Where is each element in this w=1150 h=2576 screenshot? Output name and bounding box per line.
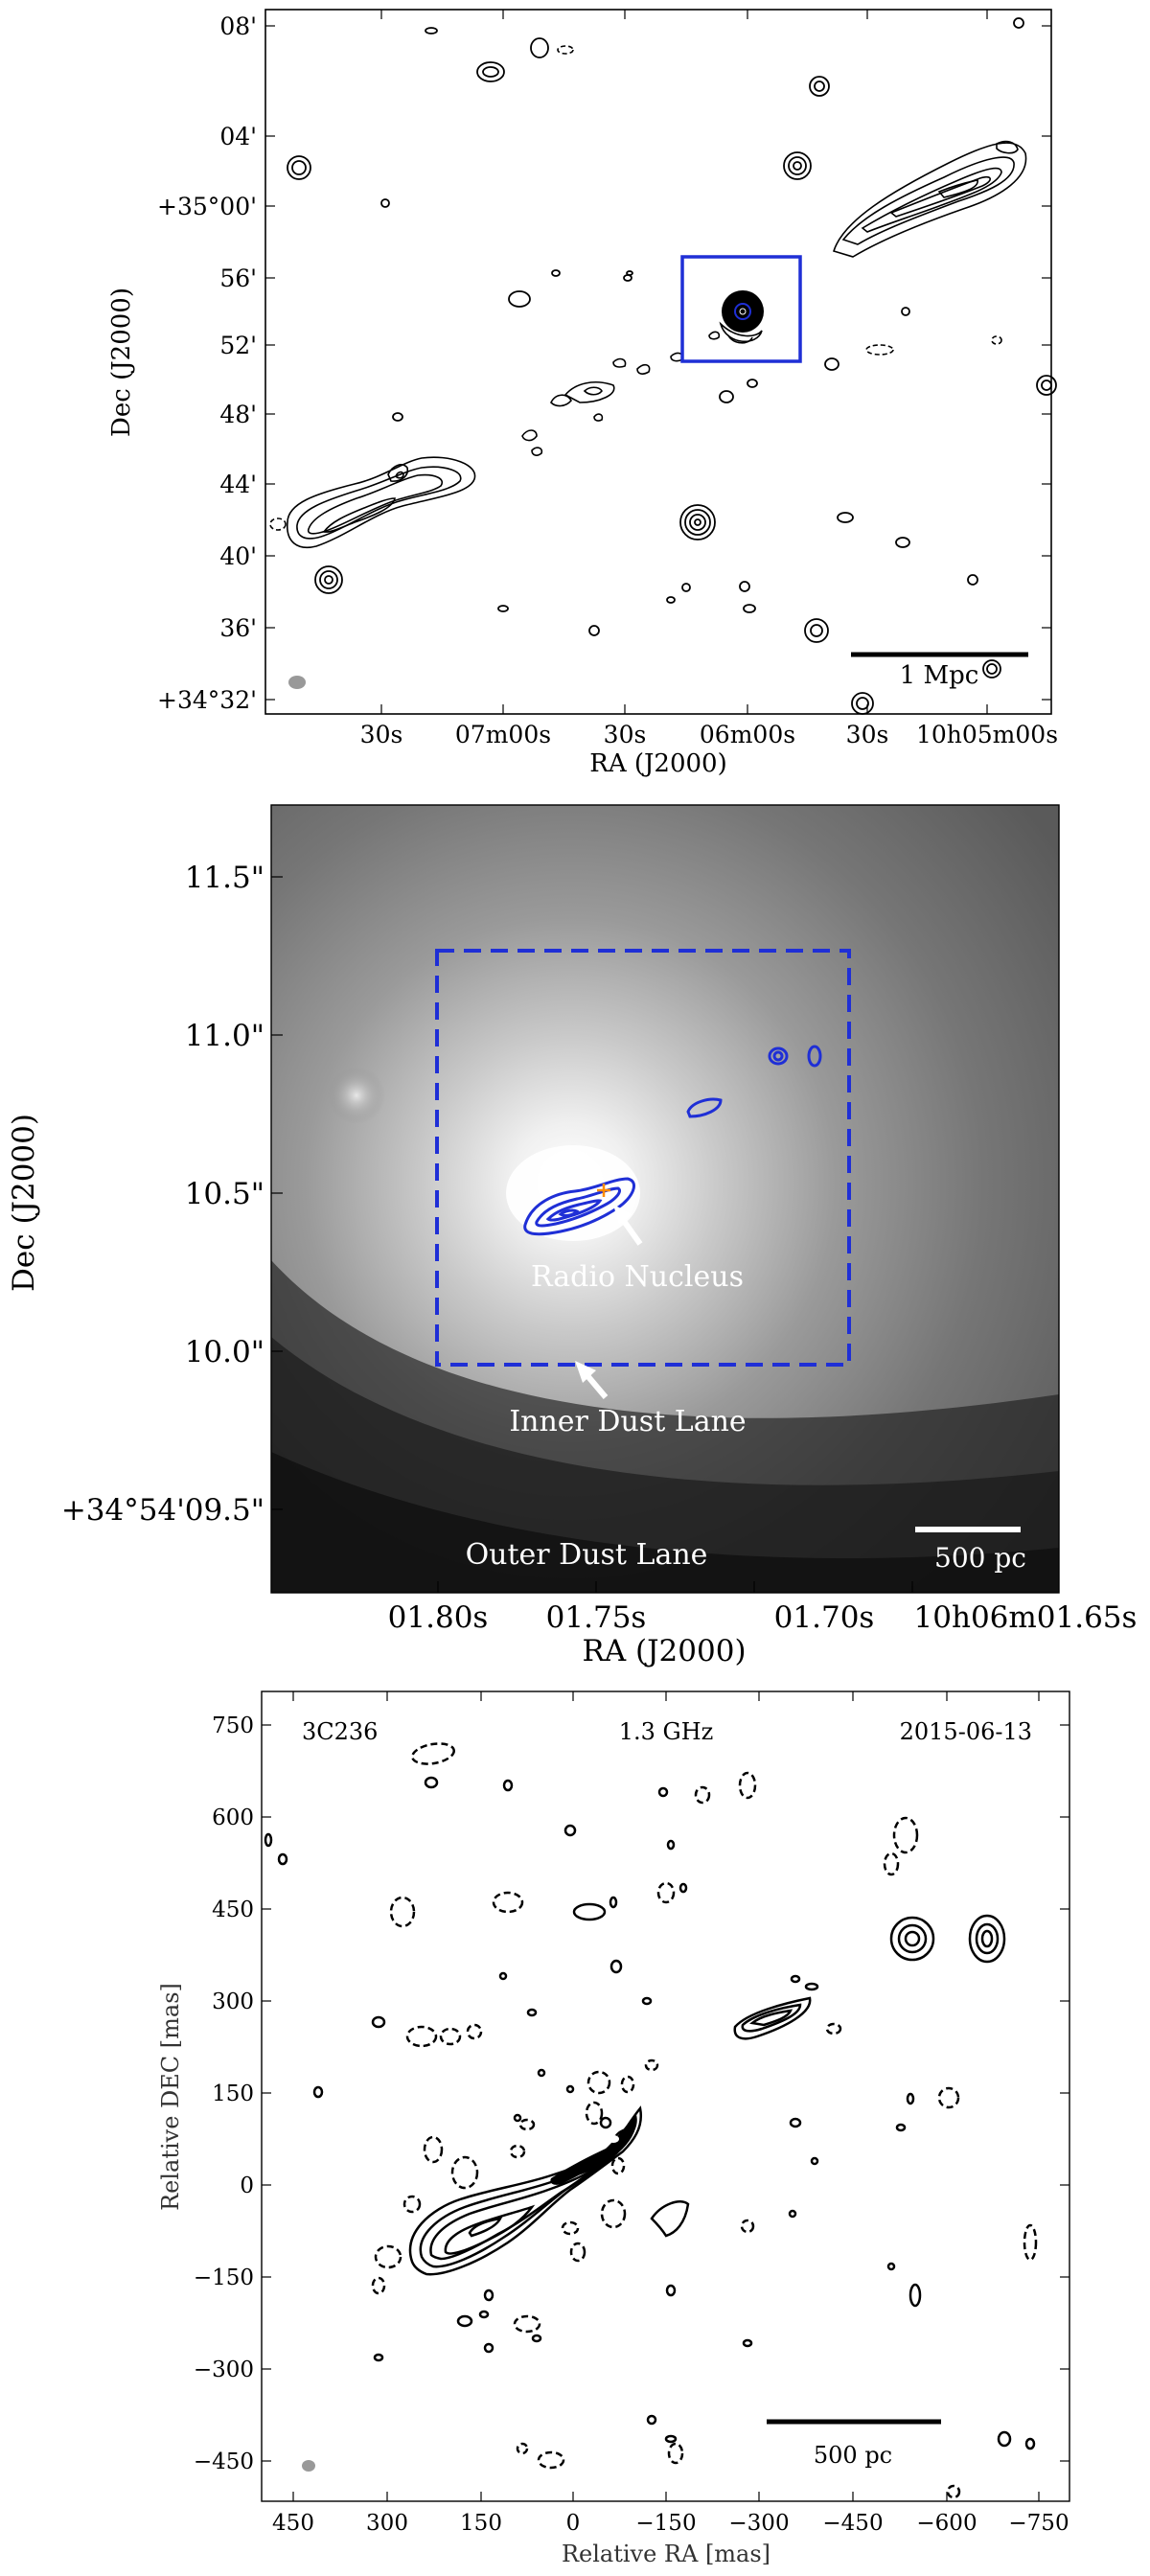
contours-components [264,1776,1036,2450]
radio-core [550,2115,637,2185]
vlbi-contour-map: 750 600 450 300 150 0 −150 −300 −450 450… [157,1690,1070,2567]
y-tick-label: 08' [219,12,257,40]
x-tick-label: 30s [360,721,403,748]
nucleus-marker [597,1184,610,1197]
y-tick-label: 600 [212,1806,254,1830]
contours-point-sources [287,17,1057,715]
x-tick-label: 30s [604,721,647,748]
y-tick-labels: 750 600 450 300 150 0 −150 −300 −450 [194,1714,254,2474]
x-tick-label: 01.75s [546,1600,647,1635]
x-tick-label: 01.70s [774,1600,875,1635]
y-axis-label: Dec (J2000) [107,288,136,437]
x-tick-label: 10h05m00s [916,721,1058,748]
y-tick-label: +34°32' [157,686,257,714]
contours-ne-lobe [832,140,1027,258]
x-tick-label: 150 [460,2511,502,2536]
y-tick-label: 10.5" [185,1177,264,1211]
y-tick-label: 11.5" [185,861,264,895]
x-tick-label: −750 [1008,2511,1069,2536]
y-tick-label: −300 [194,2358,254,2382]
x-tick-label: 450 [272,2511,314,2536]
x-tick-label: 06m00s [700,721,795,748]
y-axis-label: Dec (J2000) [7,1114,41,1292]
y-tick-label: 10.0" [185,1335,264,1369]
annotation-radio-nucleus: Radio Nucleus [531,1260,744,1294]
x-tick-label: −150 [635,2511,696,2536]
x-tick-label: −300 [728,2511,789,2536]
contours-sw-lobe [287,456,476,548]
panel-wide-field: 08' 04' +35°00' 56' 52' 48' 44' 40' 36' … [0,0,1150,781]
y-tick-marks [265,25,1051,701]
y-tick-labels: 11.5" 11.0" 10.5" 10.0" +34°54'09.5" [61,861,264,1528]
source-label: 3C236 [302,1718,378,1745]
y-tick-label: 11.0" [185,1019,264,1053]
y-tick-label: 04' [219,123,257,150]
radio-contours [523,1045,822,1236]
annotation-inner-dust-lane: Inner Dust Lane [509,1405,746,1438]
scale-bar-label: 500 pc [814,2442,892,2469]
y-tick-label: 150 [212,2082,254,2106]
y-tick-label: 750 [212,1714,254,1738]
y-tick-label: 44' [219,471,257,498]
x-axis-label: RA (J2000) [589,749,727,778]
x-tick-labels: 30s 07m00s 30s 06m00s 30s 10h05m00s [360,721,1058,748]
plot-frame [261,1690,1070,2502]
x-tick-label: −450 [822,2511,883,2536]
plot-frame [264,9,1052,715]
frequency-label: 1.3 GHz [619,1718,714,1745]
y-tick-label: 56' [219,264,257,292]
panel-vlbi: 750 600 450 300 150 0 −150 −300 −450 450… [0,1682,1150,2572]
annotation-outer-dust-lane: Outer Dust Lane [466,1538,708,1572]
y-tick-label: 450 [212,1898,254,1922]
y-tick-label: 36' [219,614,257,642]
y-tick-label: −450 [194,2450,254,2474]
panel-optical-zoom: Radio Nucleus Inner Dust Lane Outer Dust… [0,781,1150,1682]
scale-bar-label: 1 Mpc [900,661,979,690]
y-tick-label: −150 [194,2266,254,2290]
image-frame [270,804,1060,1594]
zoom-box [680,255,802,363]
contours-jet [521,331,721,456]
x-tick-label: 01.80s [388,1600,489,1635]
x-tick-labels: 450 300 150 0 −150 −300 −450 −600 −750 [272,2511,1070,2536]
inner-zoom-box [435,949,851,1367]
y-tick-marks [262,1724,1070,2462]
x-tick-label: 0 [566,2511,581,2536]
contours-negative [269,45,1002,531]
contours-negative [371,1742,1038,2499]
date-label: 2015-06-13 [900,1718,1032,1745]
wide-field-contour-map: 08' 04' +35°00' 56' 52' 48' 44' 40' 36' … [107,9,1058,778]
beam-ellipse [288,676,306,689]
y-tick-label: +34°54'09.5" [61,1493,264,1528]
contours-main-jet [408,2105,643,2276]
y-tick-labels: 08' 04' +35°00' 56' 52' 48' 44' 40' 36' … [157,12,257,714]
y-tick-label: 0 [240,2174,254,2198]
y-tick-label: +35°00' [157,193,257,220]
annotation-arrows [575,1205,643,1399]
x-axis-label: Relative RA [mas] [562,2541,770,2567]
y-tick-label: 48' [219,401,257,428]
y-axis-label: Relative DEC [mas] [157,1983,184,2211]
scale-bar-label: 500 pc [934,1542,1026,1574]
y-tick-label: 300 [212,1990,254,2014]
y-tick-label: 40' [219,542,257,570]
x-tick-label: −600 [916,2511,977,2536]
tick-marks [271,876,913,1593]
y-tick-label: 52' [219,332,257,359]
optical-image-panel: Radio Nucleus Inner Dust Lane Outer Dust… [7,804,1138,1668]
central-source [719,290,764,344]
x-axis-label: RA (J2000) [582,1634,746,1668]
beam-ellipse [302,2460,315,2472]
x-tick-label: 10h06m01.65s [914,1600,1138,1635]
x-tick-label: 07m00s [455,721,551,748]
optical-image [271,805,1059,1593]
x-tick-marks [292,1691,1040,2501]
x-tick-label: 30s [846,721,889,748]
x-tick-labels: 01.80s 01.75s 01.70s 10h06m01.65s [388,1600,1138,1635]
x-tick-label: 300 [366,2511,408,2536]
